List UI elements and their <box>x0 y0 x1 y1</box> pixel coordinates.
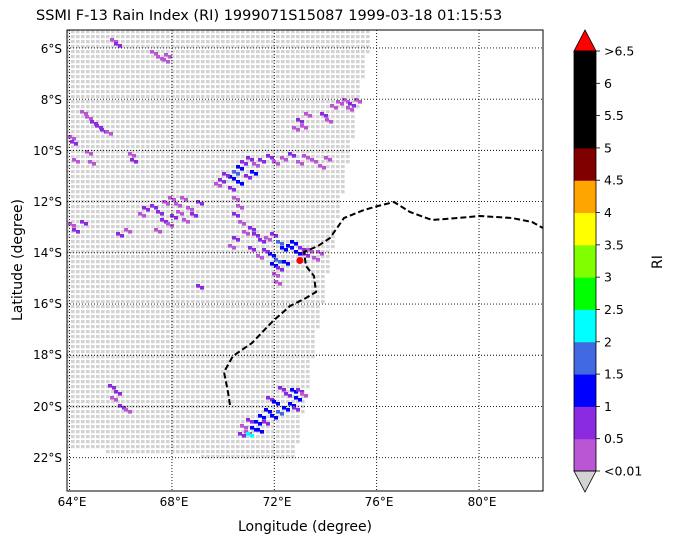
map-title: SSMI F-13 Rain Index (RI) 1999071S15087 … <box>36 8 503 24</box>
colorbar-segment <box>574 51 596 84</box>
colorbar-tick-label: 1.5 <box>604 367 624 382</box>
lat-tick: 22°S <box>33 451 62 465</box>
colorbar-segment <box>574 180 596 214</box>
colorbar-tick-label: 3.5 <box>604 237 624 252</box>
colorbar-segment <box>574 115 596 149</box>
lat-tick: 12°S <box>33 195 62 209</box>
colorbar-tick-label: 4 <box>604 205 612 220</box>
colorbar-tick-label: 4.5 <box>604 173 624 188</box>
lon-tick: 72°E <box>263 495 292 509</box>
storm-track-line <box>222 200 543 406</box>
colorbar-tick-label: 0.5 <box>604 431 624 446</box>
lat-tick: 16°S <box>33 297 62 311</box>
satellite-swath <box>67 30 370 459</box>
colorbar-segments <box>574 51 596 472</box>
colorbar-tick-label: 3 <box>604 270 612 285</box>
lat-tick: 6°S <box>41 42 62 56</box>
colorbar: <0.01 0.5 1 1.5 2 2.5 3 3.5 4 4.5 5 5.5 6 >6.5 RI <box>573 29 666 493</box>
lat-tick: 20°S <box>33 400 62 414</box>
lat-tick: 18°S <box>33 348 62 362</box>
colorbar-label: RI <box>650 255 666 269</box>
lon-tick: 76°E <box>365 495 394 509</box>
colorbar-over-triangle <box>573 29 597 52</box>
latitude-ticks: 6°S 8°S 10°S 12°S 14°S 16°S 18°S 20°S 22… <box>33 42 62 465</box>
longitude-ticks: 64°E 68°E 72°E 76°E 80°E <box>58 495 497 509</box>
colorbar-under-triangle <box>573 470 597 493</box>
colorbar-segment <box>574 83 596 117</box>
y-axis-label: Latitude (degree) <box>10 199 26 321</box>
colorbar-segment <box>574 309 596 343</box>
lon-tick: 64°E <box>58 495 87 509</box>
storm-center-marker <box>296 257 304 264</box>
colorbar-tick-label: 6 <box>604 76 612 91</box>
colorbar-segment <box>574 244 596 278</box>
colorbar-segment <box>574 212 596 246</box>
plot-area <box>66 29 544 492</box>
lon-tick: 68°E <box>160 495 189 509</box>
colorbar-ticks: <0.01 0.5 1 1.5 2 2.5 3 3.5 4 4.5 5 5.5 6 >6.5 <box>596 44 642 479</box>
colorbar-tick-label: 2 <box>604 334 612 349</box>
colorbar-segment <box>574 277 596 310</box>
lat-tick: 8°S <box>41 93 62 107</box>
colorbar-segment <box>574 438 596 472</box>
lat-tick: 10°S <box>33 144 62 158</box>
lon-tick: 80°E <box>468 495 497 509</box>
colorbar-tick-label: >6.5 <box>604 44 634 59</box>
colorbar-tick-label: 5 <box>604 140 612 155</box>
colorbar-segment <box>574 147 596 181</box>
graticule-grid <box>67 30 543 491</box>
colorbar-tick-label: 2.5 <box>604 302 624 317</box>
lat-tick: 14°S <box>33 246 62 260</box>
rain-pixels <box>68 38 362 438</box>
colorbar-segment <box>574 341 596 375</box>
x-axis-label: Longitude (degree) <box>238 519 372 535</box>
colorbar-segment <box>574 406 596 440</box>
colorbar-tick-label: 5.5 <box>604 108 624 123</box>
colorbar-segment <box>574 374 596 407</box>
colorbar-tick-label: <0.01 <box>604 464 642 479</box>
colorbar-tick-label: 1 <box>604 399 612 414</box>
